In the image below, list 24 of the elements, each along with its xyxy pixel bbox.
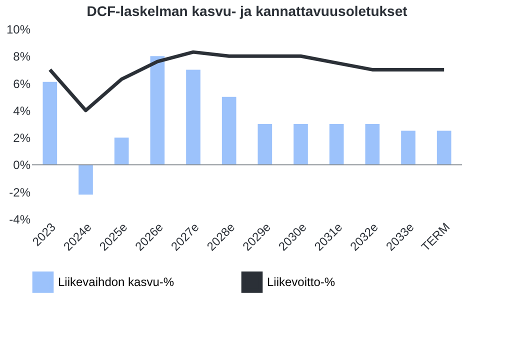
bar xyxy=(258,124,272,165)
y-tick-label: 0% xyxy=(13,158,31,172)
y-tick-label: 8% xyxy=(13,50,31,64)
y-tick-label: -2% xyxy=(9,185,31,200)
y-tick-label: 4% xyxy=(13,104,31,118)
bar xyxy=(186,70,200,165)
bar xyxy=(329,124,344,165)
bar xyxy=(114,138,129,165)
bar xyxy=(365,124,380,165)
y-tick-label: 2% xyxy=(13,131,31,146)
bar xyxy=(78,164,93,195)
bar xyxy=(401,130,416,165)
legend-label: Liikevaihdon kasvu-% xyxy=(58,275,174,290)
y-tick-label: 10% xyxy=(6,22,31,36)
bar xyxy=(222,96,236,165)
bar xyxy=(150,56,165,165)
y-tick-label: -4% xyxy=(9,212,31,226)
chart-title: DCF-laskelman kasvu- ja kannattavuusoletukset xyxy=(86,3,408,19)
y-tick-label: 6% xyxy=(13,76,31,91)
line-series xyxy=(48,50,446,112)
bar xyxy=(294,124,308,165)
legend-label: Liikevoitto-% xyxy=(267,275,336,290)
bar xyxy=(436,130,452,165)
bar xyxy=(42,82,58,165)
